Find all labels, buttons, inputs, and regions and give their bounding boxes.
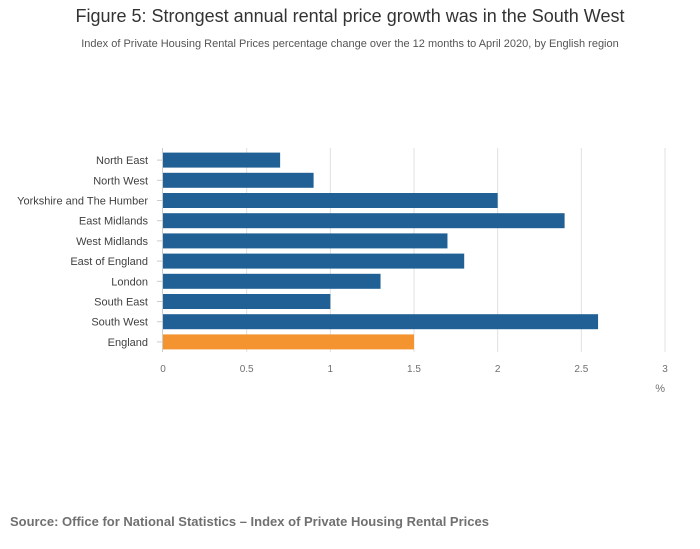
x-tick-label: 2.5 (574, 364, 588, 375)
bar (163, 273, 381, 289)
x-tick-label: 2 (495, 364, 501, 375)
x-tick-label: 0 (160, 364, 166, 375)
category-label: West Midlands (76, 236, 148, 248)
chart-title: Figure 5: Strongest annual rental price … (75, 6, 625, 26)
chart-subtitle: Index of Private Housing Rental Prices p… (81, 38, 619, 50)
category-label: North East (96, 155, 148, 167)
x-tick-label: 0.5 (240, 364, 254, 375)
bar (163, 193, 498, 208)
category-label: South East (94, 297, 148, 309)
source-note: Source: Office for National Statistics –… (10, 514, 489, 529)
category-label: England (108, 337, 148, 349)
bar (163, 172, 314, 188)
bar (163, 294, 331, 309)
x-tick-label: 3 (662, 364, 668, 375)
x-tick-label: 1 (328, 364, 334, 375)
bar (163, 213, 565, 229)
x-axis-unit-label: % (655, 383, 665, 395)
bar (163, 314, 599, 330)
category-label: London (111, 276, 148, 288)
category-label: East of England (70, 256, 148, 268)
category-label: South West (91, 317, 148, 329)
category-label: North West (93, 175, 148, 187)
bar (163, 152, 281, 168)
category-label: Yorkshire and The Humber (17, 196, 148, 208)
bar (163, 233, 448, 249)
bar (163, 253, 465, 269)
category-label: East Midlands (79, 216, 149, 228)
bar (163, 334, 414, 350)
x-tick-label: 1.5 (407, 364, 421, 375)
